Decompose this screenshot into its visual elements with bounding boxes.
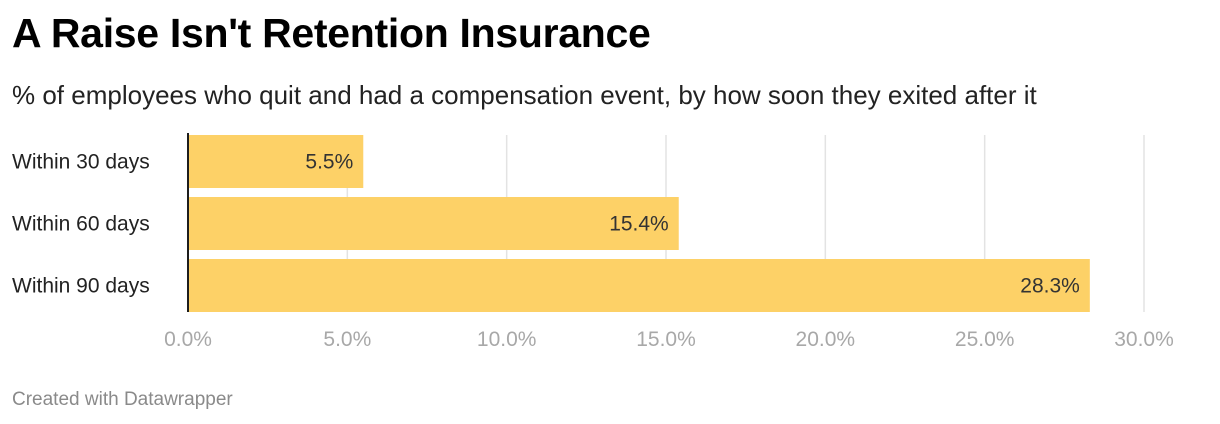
value-label-1: 15.4%	[609, 213, 669, 236]
chart-title: A Raise Isn't Retention Insurance	[12, 10, 651, 56]
bar-2	[188, 259, 1090, 312]
x-tick-label-0: 0.0%	[164, 328, 212, 351]
bar-chart: 0.0% 5.0% 10.0% 15.0% 20.0% 25.0% 30.0% Within …	[12, 133, 1174, 352]
x-tick-label-5: 25.0%	[955, 328, 1015, 351]
x-tick-label-6: 30.0%	[1114, 328, 1174, 351]
x-tick-label-3: 15.0%	[636, 328, 696, 351]
category-label-2: Within 90 days	[12, 275, 150, 298]
bar-0	[188, 135, 364, 188]
category-label-1: Within 60 days	[12, 213, 150, 236]
bar-1	[188, 197, 679, 250]
labels: 0.0% 5.0% 10.0% 15.0% 20.0% 25.0% 30.0% Within …	[12, 151, 1174, 352]
x-tick-label-2: 10.0%	[477, 328, 537, 351]
chart-subtitle: % of employees who quit and had a compen…	[12, 80, 1037, 110]
category-label-0: Within 30 days	[12, 151, 150, 174]
footer-credit: Created with Datawrapper	[12, 389, 233, 410]
x-tick-label-4: 20.0%	[796, 328, 856, 351]
value-label-2: 28.3%	[1020, 275, 1080, 298]
x-tick-label-1: 5.0%	[323, 328, 371, 351]
bars	[188, 135, 1090, 312]
value-label-0: 5.5%	[305, 151, 353, 174]
